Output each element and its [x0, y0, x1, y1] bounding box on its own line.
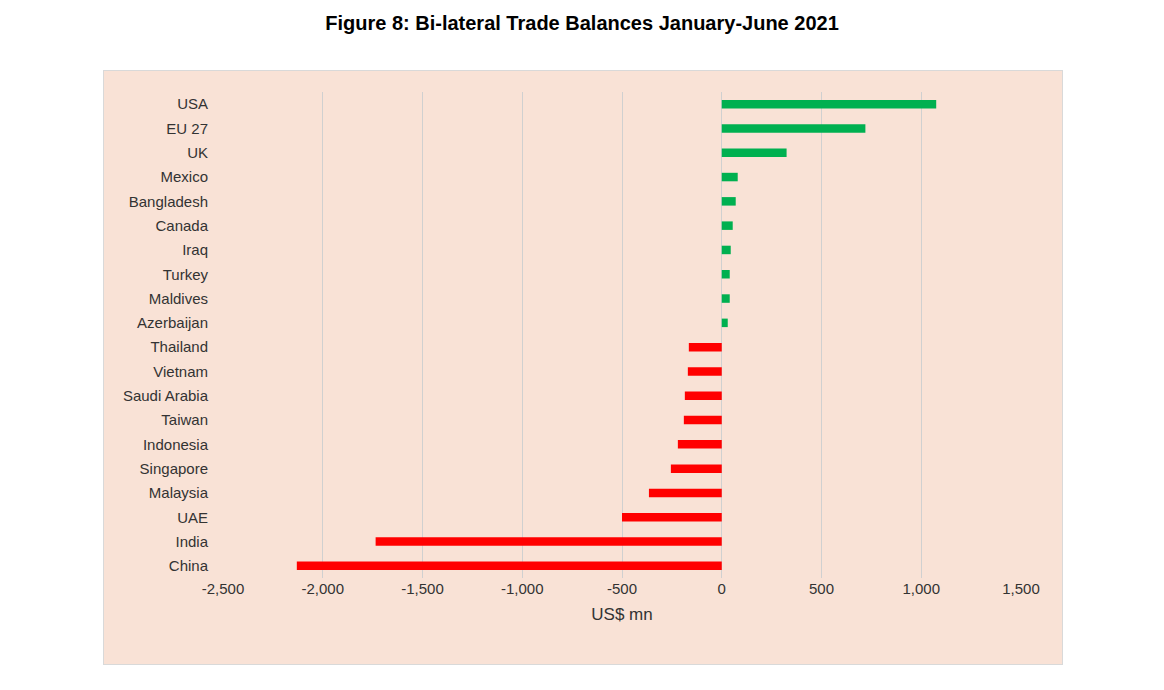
svg-text:-2,000: -2,000 [301, 580, 344, 597]
svg-text:Turkey: Turkey [163, 266, 209, 283]
svg-text:China: China [169, 557, 209, 574]
svg-text:UAE: UAE [177, 509, 208, 526]
svg-text:1,500: 1,500 [1002, 580, 1040, 597]
svg-text:Singapore: Singapore [140, 460, 208, 477]
svg-text:USA: USA [177, 95, 208, 112]
svg-text:EU 27: EU 27 [166, 120, 208, 137]
svg-text:Malaysia: Malaysia [149, 484, 209, 501]
svg-text:Thailand: Thailand [150, 338, 208, 355]
svg-text:-2,500: -2,500 [202, 580, 245, 597]
svg-text:Maldives: Maldives [149, 290, 208, 307]
svg-text:Saudi Arabia: Saudi Arabia [123, 387, 209, 404]
svg-text:-1,500: -1,500 [401, 580, 444, 597]
svg-text:Taiwan: Taiwan [161, 411, 208, 428]
svg-text:-1,000: -1,000 [501, 580, 544, 597]
svg-text:Vietnam: Vietnam [153, 363, 208, 380]
svg-text:US$ mn: US$ mn [591, 605, 652, 624]
svg-text:0: 0 [718, 580, 726, 597]
svg-text:500: 500 [809, 580, 834, 597]
svg-text:India: India [175, 533, 208, 550]
svg-text:Indonesia: Indonesia [143, 436, 209, 453]
svg-text:Canada: Canada [155, 217, 208, 234]
svg-text:Bangladesh: Bangladesh [129, 193, 208, 210]
svg-text:Iraq: Iraq [182, 241, 208, 258]
html-text:Figure 8: Bi-lateral Trade Bal: Figure 8: Bi-lateral Trade Balances Janu… [325, 12, 839, 34]
svg-text:UK: UK [187, 144, 208, 161]
svg-text:Azerbaijan: Azerbaijan [137, 314, 208, 331]
svg-text:Mexico: Mexico [160, 168, 208, 185]
svg-text:-500: -500 [607, 580, 637, 597]
svg-text:1,000: 1,000 [902, 580, 940, 597]
